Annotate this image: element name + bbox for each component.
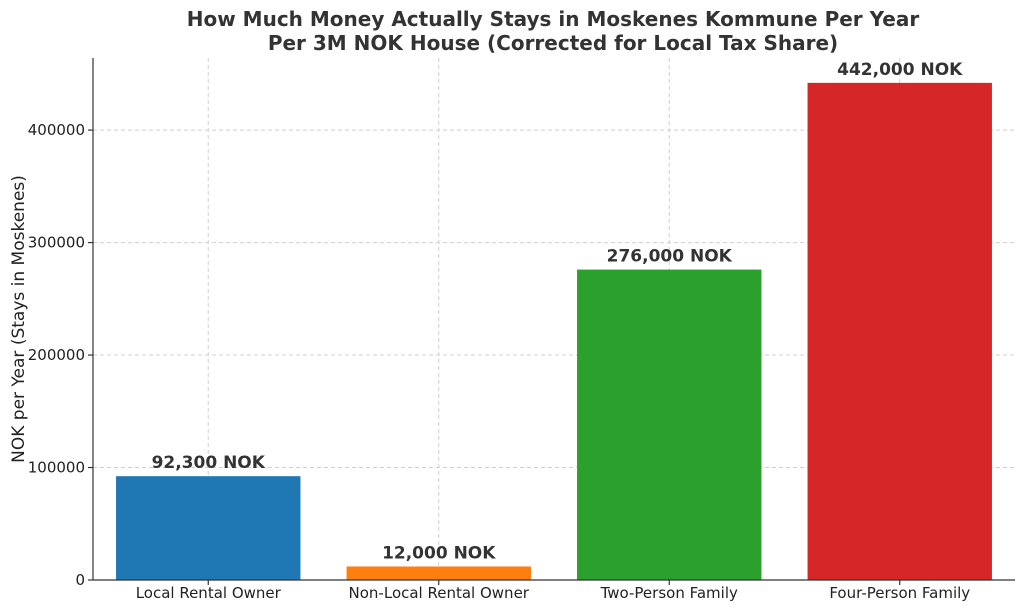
y-tick-label: 100000 (28, 459, 85, 477)
bar (346, 566, 531, 580)
y-axis-label: NOK per Year (Stays in Moskenes) (9, 175, 29, 463)
bar (807, 82, 992, 580)
y-tick-label: 300000 (28, 234, 85, 252)
chart-title-line-2: Per 3M NOK House (Corrected for Local Ta… (268, 31, 838, 55)
x-tick-label: Local Rental Owner (136, 584, 282, 602)
label-layer: 92,300 NOK 12,000 NOK 276,000 NOK 442,000 N… (152, 60, 964, 564)
bar (577, 269, 762, 580)
bar-value-label: 276,000 NOK (607, 247, 733, 267)
bar-value-label: 92,300 NOK (152, 453, 266, 473)
bar-value-label: 442,000 NOK (837, 60, 963, 80)
x-tick-label: Four-Person Family (829, 584, 970, 602)
y-tick-label: 200000 (28, 346, 85, 364)
bar-layer (116, 82, 992, 580)
x-tick-label: Two-Person Family (600, 584, 738, 602)
axis-layer: 0 100000 200000 300000 400000 Local Rental Ow… (28, 58, 1015, 602)
chart-title-line-1: How Much Money Actually Stays in Moskene… (187, 7, 920, 31)
bar-value-label: 12,000 NOK (382, 544, 496, 564)
y-tick-label: 400000 (28, 121, 85, 139)
y-tick-label: 0 (75, 571, 85, 589)
x-tick-label: Non-Local Rental Owner (349, 584, 530, 602)
bar (116, 476, 301, 580)
